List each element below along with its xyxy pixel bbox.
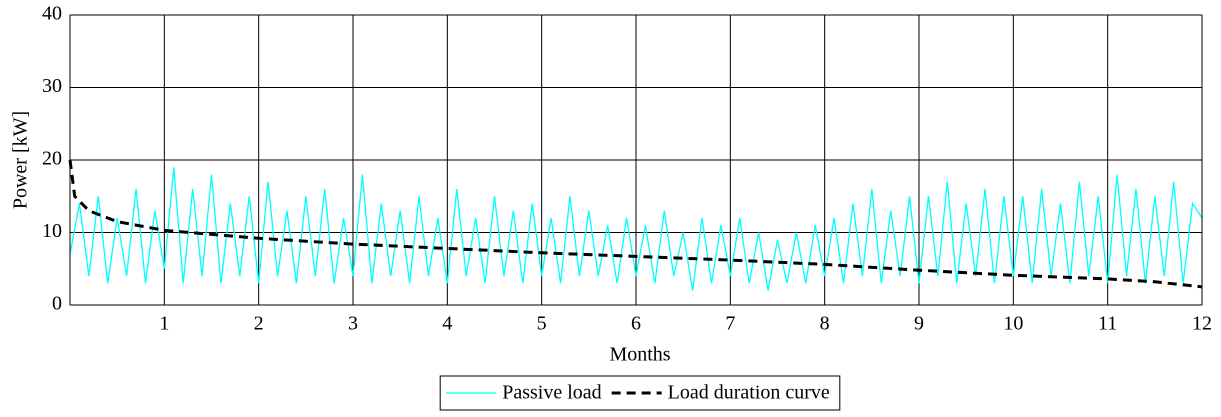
legend-label: Load duration curve (668, 382, 830, 404)
plot-border (69, 14, 1203, 306)
x-tick-label: 11 (1098, 313, 1117, 335)
x-tick-label: 4 (442, 313, 452, 335)
legend-box (439, 375, 841, 411)
x-tick-label: 1 (159, 313, 169, 335)
x-axis-label: Months (609, 344, 670, 366)
x-tick-label: 12 (1192, 313, 1212, 335)
y-axis-label: Power [kW] (10, 111, 32, 209)
x-tick-label: 3 (348, 313, 358, 335)
x-tick-label: 6 (631, 313, 641, 335)
x-tick-label: 10 (1003, 313, 1023, 335)
series-line (68, 159, 1203, 289)
y-tick-label: 20 (42, 148, 62, 170)
legend: Passive load Load duration curve (439, 375, 841, 411)
x-tick-label: 9 (914, 313, 924, 335)
x-tick-label: 5 (537, 313, 547, 335)
x-tick-label: 2 (254, 313, 264, 335)
x-tick-label: 8 (820, 313, 830, 335)
y-tick-label: 10 (42, 220, 62, 242)
y-tick-label: 0 (52, 293, 62, 315)
x-tick-label: 7 (725, 313, 735, 335)
y-tick-label: 30 (42, 75, 62, 97)
series-line (69, 167, 1203, 291)
legend-label: Passive load (502, 382, 601, 404)
y-tick-label: 40 (42, 3, 62, 25)
